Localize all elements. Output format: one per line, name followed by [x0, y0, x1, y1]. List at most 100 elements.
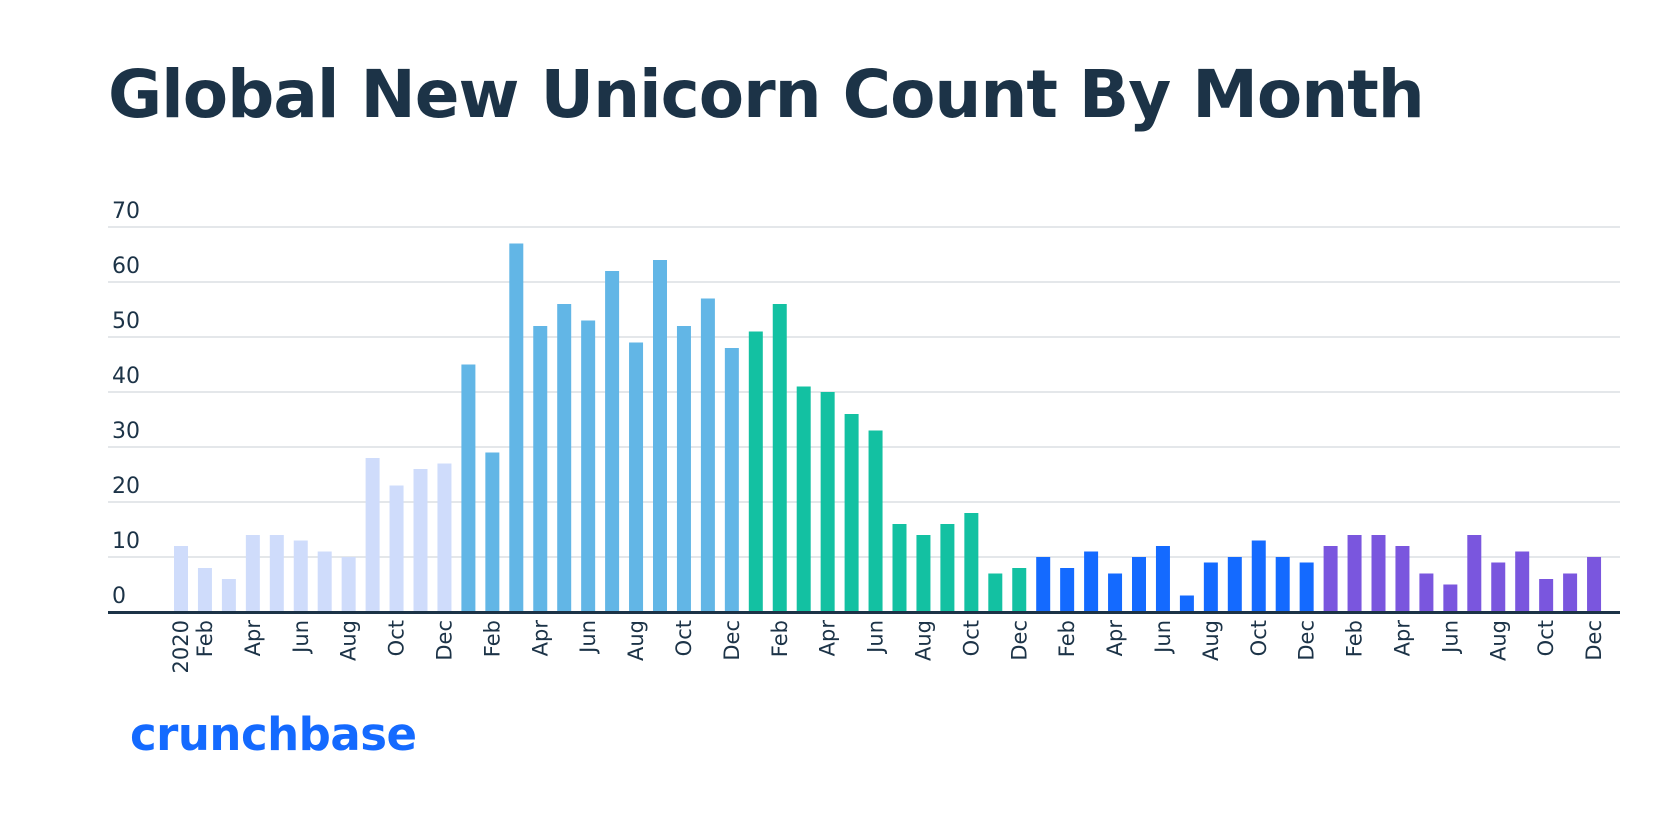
- y-tick-label: 70: [112, 199, 140, 224]
- bar: [269, 535, 284, 612]
- bar: [1012, 568, 1027, 612]
- bar: [533, 326, 548, 612]
- bar: [1155, 546, 1170, 612]
- x-tick-label: Aug: [337, 620, 361, 661]
- bar: [174, 546, 188, 612]
- x-tick-label: Apr: [1390, 620, 1414, 657]
- bar: [557, 304, 572, 612]
- x-tick-label: Aug: [1199, 620, 1223, 661]
- x-tick-label: Feb: [480, 620, 504, 657]
- bar: [509, 243, 524, 612]
- bar: [868, 430, 883, 612]
- x-axis-ticks: 2020 Feb Apr Jun Aug Oct Dec Feb Apr Jun Aug Oct Dec…: [169, 620, 1606, 674]
- bar: [1203, 562, 1218, 612]
- bar: [748, 331, 763, 612]
- y-tick-label: 50: [112, 309, 140, 334]
- bar: [485, 452, 500, 612]
- bar: [221, 579, 236, 612]
- y-tick-label: 30: [112, 419, 140, 444]
- bar: [293, 540, 308, 612]
- y-axis-ticks: 0 10 20 30 40 50 60 70: [112, 199, 140, 609]
- bar: [1347, 535, 1362, 612]
- bar: [1563, 573, 1578, 612]
- bar: [1323, 546, 1338, 612]
- bar: [437, 463, 452, 612]
- x-tick-label: Dec: [1295, 620, 1319, 661]
- gridlines: [108, 226, 1620, 558]
- x-tick-label: Dec: [1007, 620, 1031, 661]
- bars: [174, 243, 1602, 612]
- x-tick-label: Apr: [816, 620, 840, 657]
- bar: [1227, 557, 1242, 612]
- bar: [916, 535, 931, 612]
- x-tick-label: Jun: [576, 620, 600, 655]
- x-tick-label: Jun: [1438, 620, 1462, 655]
- bar: [892, 524, 907, 612]
- bar: [317, 551, 332, 612]
- bar: [197, 568, 212, 612]
- x-tick-label: Oct: [385, 620, 409, 656]
- x-tick-label: Feb: [768, 620, 792, 657]
- bar: [245, 535, 260, 612]
- bar: [629, 342, 644, 612]
- x-tick-label: Oct: [672, 620, 696, 656]
- bar: [365, 458, 380, 612]
- x-tick-label: Aug: [911, 620, 935, 661]
- bar: [1587, 557, 1602, 612]
- bar: [796, 386, 811, 612]
- x-tick-label: Apr: [528, 620, 552, 657]
- x-tick-label: 2020: [169, 620, 193, 673]
- bar: [413, 469, 428, 612]
- x-tick-label: Jun: [1151, 620, 1175, 655]
- x-tick-label: Aug: [1486, 620, 1510, 661]
- bar: [1443, 584, 1458, 612]
- bar: [1299, 562, 1314, 612]
- chart-title: Global New Unicorn Count By Month: [108, 56, 1425, 133]
- bar: [1467, 535, 1482, 612]
- bar: [1515, 551, 1530, 612]
- bar: [820, 392, 835, 612]
- bar: [1036, 557, 1051, 612]
- x-tick-label: Dec: [720, 620, 744, 661]
- bar: [1251, 540, 1266, 612]
- bar: [1491, 562, 1506, 612]
- bar: [1275, 557, 1290, 612]
- x-tick-label: Apr: [1103, 620, 1127, 657]
- bar: [844, 414, 859, 612]
- x-tick-label: Oct: [1247, 620, 1271, 656]
- y-tick-label: 0: [112, 584, 126, 609]
- x-tick-label: Feb: [193, 620, 217, 657]
- bar: [605, 271, 620, 612]
- bar: [772, 304, 787, 612]
- x-tick-label: Feb: [1055, 620, 1079, 657]
- x-tick-label: Oct: [1534, 620, 1558, 656]
- bar: [1060, 568, 1075, 612]
- crunchbase-logo: crunchbase: [130, 708, 417, 761]
- bar: [724, 348, 739, 612]
- bar: [1539, 579, 1554, 612]
- bar: [341, 557, 356, 612]
- x-tick-label: Aug: [624, 620, 648, 661]
- y-tick-label: 10: [112, 529, 140, 554]
- bar: [653, 260, 667, 612]
- bar: [700, 298, 715, 612]
- bar: [964, 513, 979, 612]
- y-tick-label: 60: [112, 254, 140, 279]
- bar: [676, 326, 691, 612]
- bar: [1395, 546, 1410, 612]
- bar: [389, 485, 404, 612]
- x-tick-label: Feb: [1343, 620, 1367, 657]
- bar: [940, 524, 955, 612]
- x-tick-label: Dec: [432, 620, 456, 661]
- x-tick-label: Jun: [864, 620, 888, 655]
- x-tick-label: Apr: [241, 620, 265, 657]
- bar: [581, 320, 596, 612]
- bar: [1371, 535, 1386, 612]
- bar: [1132, 557, 1146, 612]
- bar: [988, 573, 1003, 612]
- bar: [1108, 573, 1123, 612]
- x-tick-label: Jun: [289, 620, 313, 655]
- bar: [1084, 551, 1099, 612]
- bar: [1419, 573, 1434, 612]
- bar: [461, 364, 476, 612]
